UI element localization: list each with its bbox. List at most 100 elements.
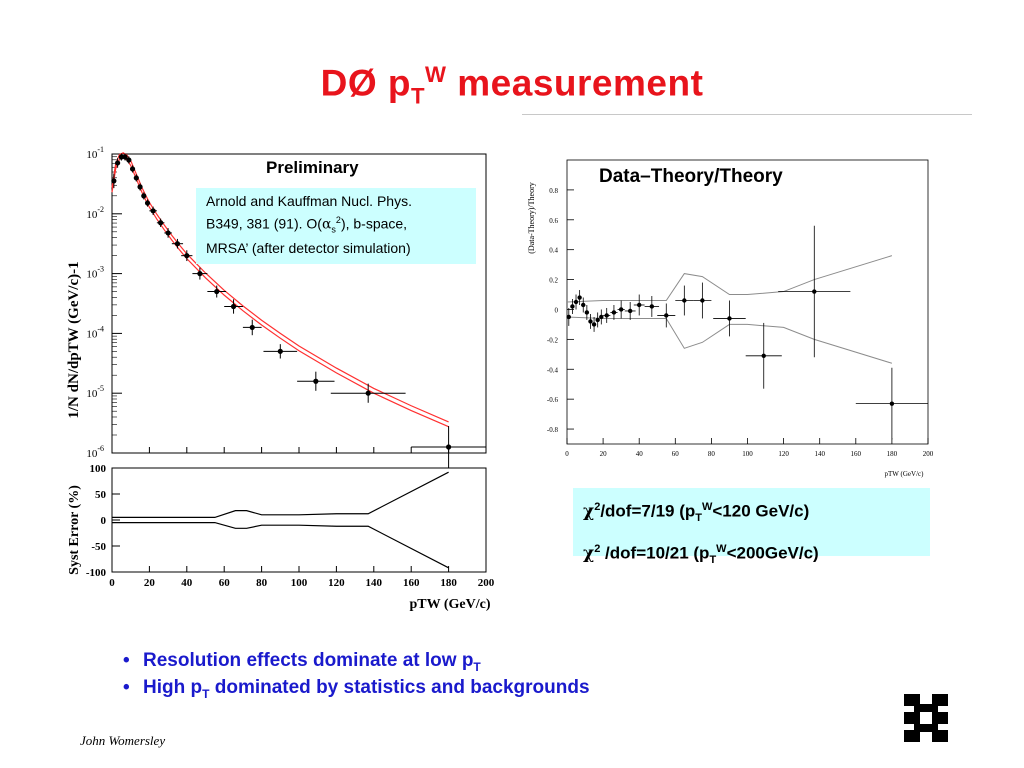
spectrum-y-axis-label: 1/N dN/dpTW (GeV/c)-1 — [66, 261, 82, 418]
spectrum-point — [118, 154, 124, 160]
syst-y-tick-label: -100 — [86, 567, 107, 579]
data-theory-y-tick-label: -0.6 — [547, 396, 559, 404]
spectrum-marks — [111, 152, 486, 468]
bullet-dot-icon: • — [123, 677, 130, 698]
chi2-row2-sup: 2 — [594, 543, 601, 556]
syst-x-tick-label: 140 — [366, 577, 383, 589]
syst-x-tick-label: 160 — [403, 577, 420, 589]
data-theory-point — [573, 299, 579, 305]
data-theory-axes: 0.8 0.6 0.4 0.2 0 -0.2 -0.4 -0.6 -0.8 0 20 40 60 80 10… — [547, 159, 934, 458]
data-theory-marks — [566, 225, 928, 440]
spectrum-point — [158, 220, 164, 226]
citation-line-2: B349, 381 (91). O(αs2), b-space, — [206, 211, 476, 239]
data-theory-x-tick-label: 20 — [600, 450, 608, 458]
data-theory-point — [682, 298, 687, 303]
spectrum-point — [174, 241, 181, 247]
spectrum-point — [277, 348, 283, 354]
data-theory-x-tick-label: 120 — [778, 450, 789, 458]
citation-line-2a: B349, 381 (91). O( — [206, 215, 322, 232]
title-sub: T — [410, 83, 426, 109]
syst-marks — [112, 471, 449, 569]
syst-y-tick-label: 50 — [95, 489, 107, 501]
chi2-row2-text-b: <200GeV/c) — [726, 543, 819, 563]
syst-x-tick-label: 20 — [144, 577, 156, 589]
spectrum-point — [150, 208, 156, 214]
data-theory-point — [649, 304, 655, 309]
citation-line-2b: ), b-space, — [340, 215, 408, 232]
data-theory-y-tick-label: 0 — [555, 306, 559, 314]
syst-upper-line — [112, 471, 449, 518]
bullet-2-sub: T — [202, 686, 210, 701]
spectrum-point — [249, 324, 255, 331]
data-theory-x-tick-label: 140 — [814, 450, 825, 458]
spectrum-y-tick-label: 10-3 — [86, 265, 104, 281]
bullet-1-sub: T — [473, 659, 481, 674]
chi2-row1-text-b: <120 GeV/c) — [712, 501, 810, 521]
spectrum-point — [144, 200, 151, 206]
syst-y-tick-label: -50 — [91, 541, 106, 553]
spectrum-point — [446, 444, 452, 450]
spectrum-point — [122, 154, 128, 160]
data-theory-point — [889, 401, 895, 406]
bullet-item-2: • High pT dominated by statistics and bac… — [123, 677, 590, 701]
data-theory-y-tick-label: 0.4 — [549, 247, 558, 255]
chi2-row2-sub: T — [709, 554, 717, 567]
chi2-row1-sup: 2 — [594, 501, 601, 513]
data-theory-y-tick-label: -0.4 — [547, 366, 559, 374]
spectrum-point — [115, 160, 121, 166]
spectrum-point — [214, 288, 220, 295]
alpha-symbol: α — [321, 216, 332, 233]
spectrum-point — [313, 378, 319, 384]
alpha-sup: 2 — [335, 215, 341, 225]
chi2-box: χ2/dof=7/19 (pTW<120 GeV/c) χ2 /dof=10/2… — [573, 488, 930, 566]
syst-x-tick-label: 60 — [219, 577, 231, 589]
data-theory-point — [591, 322, 597, 327]
data-theory-point — [700, 298, 705, 303]
spectrum-y-tick-label: 10-5 — [86, 384, 104, 400]
citation-line-3: MRSA’ (after detector simulation) — [206, 240, 411, 257]
spectrum-point — [137, 184, 143, 190]
data-theory-y-axis-label: (Data-Theory)/Theory — [527, 182, 536, 254]
data-theory-y-tick-label: 0.8 — [549, 187, 558, 195]
data-theory-point — [604, 313, 609, 318]
data-theory-band-upper — [566, 255, 893, 303]
data-theory-point — [618, 307, 624, 312]
chi2-row1-sup2: W — [701, 501, 713, 513]
chi2-row2-text-a: /dof=10/21 (p — [600, 543, 710, 563]
data-theory-point — [664, 313, 669, 318]
bullet-item-1: • Resolution effects dominate at low pT — [123, 650, 481, 674]
title-divider — [522, 114, 972, 115]
title-sup: W — [425, 62, 447, 87]
bullet-2-tail: dominated by statistics and backgrounds — [209, 677, 590, 698]
data-theory-y-tick-label: -0.8 — [547, 426, 559, 434]
spectrum-point — [197, 271, 203, 277]
data-theory-point — [584, 310, 590, 315]
chi2-row1-sub: T — [695, 512, 702, 525]
syst-x-tick-label: 100 — [291, 577, 308, 589]
data-theory-x-tick-label: 80 — [708, 450, 716, 458]
syst-x-axis-label: pTW (GeV/c) — [409, 597, 490, 612]
fermilab-logo — [904, 694, 948, 742]
data-theory-point — [566, 314, 572, 320]
chi2-row-1: χ2/dof=7/19 (pTW<120 GeV/c) — [583, 492, 930, 534]
data-theory-y-tick-label: 0.6 — [549, 217, 558, 225]
spectrum-point — [129, 166, 136, 172]
data-theory-point — [595, 317, 600, 323]
right-figure: 0.8 0.6 0.4 0.2 0 -0.2 -0.4 -0.6 -0.8 0 20 40 60 80 10… — [527, 159, 934, 478]
syst-x-tick-label: 40 — [181, 577, 193, 589]
chi-symbol: χ — [583, 543, 595, 564]
data-theory-point — [599, 314, 604, 320]
title-main: DØ p — [320, 62, 411, 104]
syst-lower-line — [112, 522, 449, 569]
spectrum-y-tick-label: 10-2 — [86, 205, 104, 221]
citation-box: Arnold and Kauffman Nucl. Phys. B349, 38… — [196, 188, 476, 264]
spectrum-point — [165, 230, 171, 236]
chi2-row1-text-a: /dof=7/19 (p — [600, 501, 696, 521]
data-theory-point — [627, 308, 633, 314]
data-theory-label: Data–Theory/Theory — [599, 166, 783, 187]
data-theory-band-lower — [566, 316, 893, 364]
data-theory-x-tick-label: 40 — [636, 450, 644, 458]
syst-x-tick-label: 120 — [328, 577, 345, 589]
